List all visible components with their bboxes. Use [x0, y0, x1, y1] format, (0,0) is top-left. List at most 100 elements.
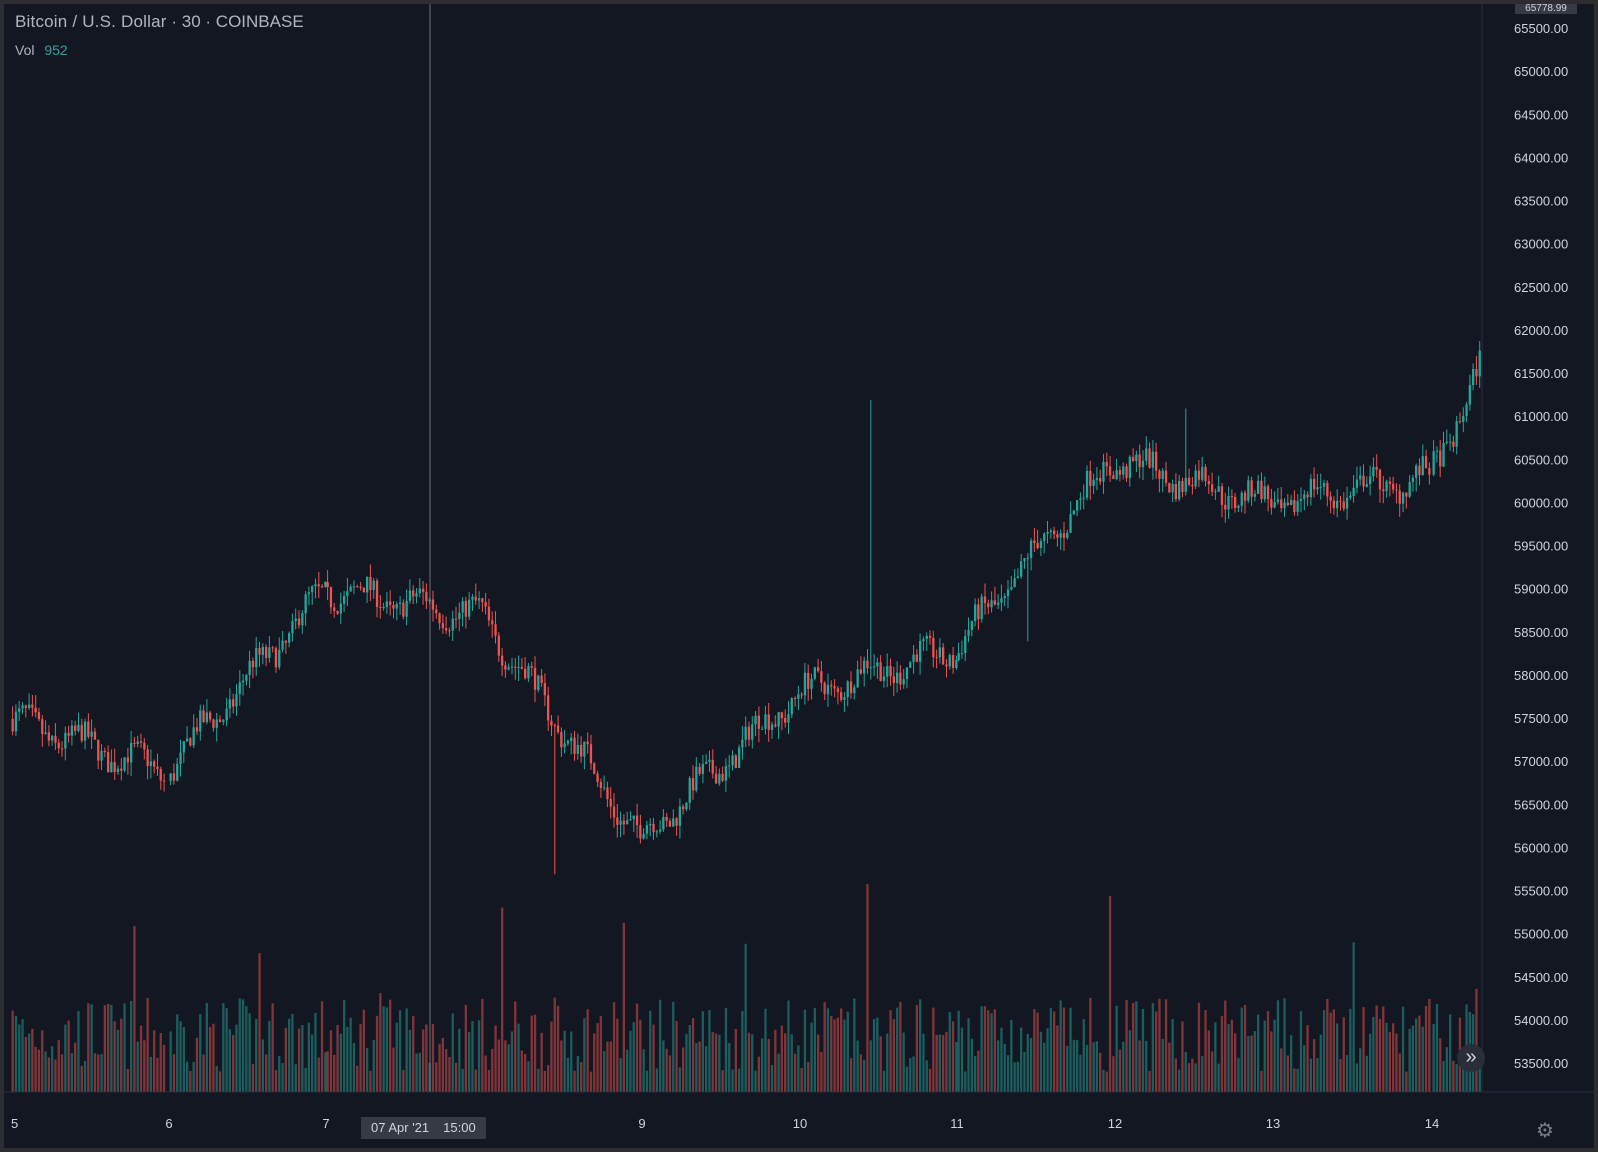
volume-bar: [1174, 1058, 1177, 1094]
candle-body: [139, 741, 143, 743]
interval-label: 30: [181, 12, 201, 31]
volume-bar: [645, 1070, 649, 1094]
volume-bar: [235, 1024, 238, 1094]
candle-body: [833, 686, 836, 689]
candle-body: [1296, 501, 1299, 512]
candle-body: [54, 735, 57, 743]
candle-body: [372, 580, 375, 590]
price-label: 56000.00: [1514, 840, 1568, 855]
volume-bar: [1211, 1051, 1214, 1094]
candle-body: [484, 602, 487, 607]
volume-bar: [1369, 1033, 1372, 1094]
volume-bar: [563, 1030, 566, 1094]
symbol-legend[interactable]: Bitcoin / U.S. Dollar · 30 · COINBASE: [15, 12, 304, 32]
candle-body: [1452, 441, 1455, 447]
volume-bar: [139, 1025, 143, 1094]
candles: [11, 80, 1590, 875]
volume-bar: [352, 1043, 356, 1094]
volume-bar: [232, 1035, 235, 1094]
volume-bar: [379, 993, 382, 1094]
volume-bar: [481, 998, 484, 1094]
volume-bar: [833, 1019, 836, 1094]
time-label: 7: [322, 1116, 329, 1131]
price-label: 60000.00: [1514, 495, 1568, 510]
volume-bar: [1108, 895, 1112, 1094]
candlestick-chart[interactable]: 65500.00 65000.00 64500.00 64000.00 63500.00…: [4, 4, 1594, 1148]
candle-body: [876, 662, 879, 667]
volume-bar: [642, 1049, 645, 1094]
volume-bar: [382, 1006, 385, 1094]
candle-body: [103, 750, 106, 753]
candle-body: [471, 596, 474, 600]
candle-body: [311, 586, 314, 593]
volume-bar: [629, 1030, 632, 1094]
candle-body: [291, 621, 294, 634]
volume-bar: [258, 953, 261, 1094]
volume-bar: [1355, 1063, 1359, 1094]
volume-bar: [1382, 1006, 1385, 1094]
candle-body: [454, 618, 458, 620]
candle-body: [662, 816, 665, 830]
volume-bar: [942, 1035, 945, 1094]
candle-body: [352, 586, 356, 588]
candle-body: [1082, 497, 1085, 499]
volume-bar: [149, 1056, 152, 1094]
exchange-label: COINBASE: [215, 12, 304, 31]
volume-bar: [938, 1034, 941, 1094]
volume-bar: [919, 999, 922, 1094]
candle-body: [938, 647, 941, 658]
candle-body: [524, 668, 527, 679]
candle-body: [566, 740, 570, 744]
candle-body: [356, 586, 359, 588]
candle-body: [629, 819, 632, 821]
volume-bar: [1161, 1039, 1164, 1094]
candle-body: [879, 662, 882, 681]
volume-bar: [1171, 1019, 1174, 1094]
candle-body: [425, 591, 428, 602]
volume-bar: [830, 1015, 833, 1094]
volume-bar: [1095, 1041, 1098, 1094]
candle-body: [1000, 598, 1003, 603]
volume-bar: [1349, 1008, 1352, 1094]
candle-body: [899, 672, 902, 685]
volume-bar: [435, 1062, 438, 1094]
volume-bar: [37, 1049, 41, 1094]
volume-bar: [1204, 1010, 1207, 1094]
candle-body: [951, 655, 955, 668]
volume-legend[interactable]: Vol 952: [15, 42, 68, 58]
candle-body: [1326, 483, 1329, 497]
volume-bar: [514, 1001, 517, 1094]
volume-bar: [169, 1031, 172, 1094]
settings-button[interactable]: ⚙: [1536, 1118, 1554, 1143]
volume-bar: [751, 1034, 754, 1094]
candle-body: [721, 773, 724, 781]
volume-bar: [764, 1008, 767, 1094]
price-label: 55500.00: [1514, 884, 1568, 899]
volume-bar: [31, 1028, 34, 1094]
candle-body: [807, 673, 810, 689]
candle-body: [1329, 496, 1332, 501]
volume-bar: [501, 907, 504, 1094]
volume-bar: [974, 1056, 977, 1094]
chart-frame[interactable]: 65500.00 65000.00 64500.00 64000.00 63500.00…: [4, 4, 1594, 1148]
volume-bar: [1462, 1066, 1465, 1094]
candle-body: [1369, 476, 1372, 485]
volume-bar: [441, 1037, 444, 1094]
volume-bar: [1049, 1008, 1052, 1094]
candle-body: [1043, 533, 1046, 542]
volume-bar: [1449, 1014, 1452, 1094]
volume-bar: [209, 1027, 212, 1094]
candle-body: [1319, 486, 1322, 488]
volume-bar: [93, 1053, 97, 1094]
candle-body: [28, 704, 31, 708]
candle-body: [74, 725, 77, 731]
candle-body: [241, 680, 245, 683]
volume-bar: [977, 1050, 980, 1094]
candle-body: [1478, 350, 1481, 377]
scroll-to-realtime-button[interactable]: »: [1457, 1044, 1485, 1072]
candle-body: [235, 694, 238, 707]
price-label: 63000.00: [1514, 237, 1568, 252]
volume-bar: [130, 1000, 133, 1094]
volume-bar: [491, 1048, 494, 1094]
volume-bar: [872, 1019, 876, 1094]
